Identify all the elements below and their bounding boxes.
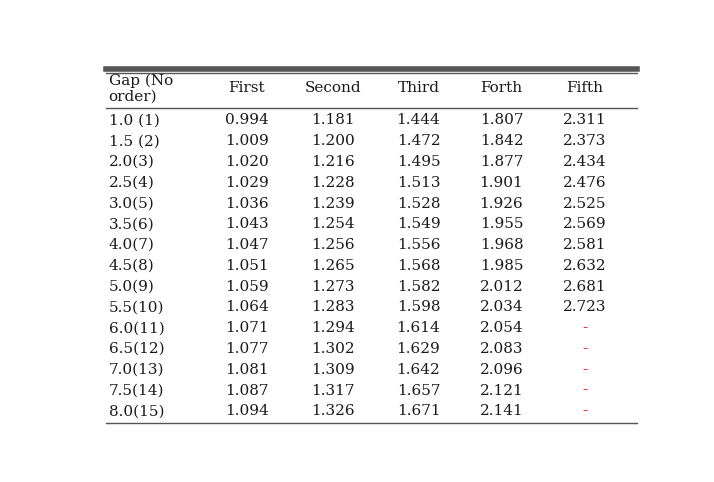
Text: 8.0(15): 8.0(15) [109,404,164,418]
Text: 1.926: 1.926 [480,197,523,211]
Text: 1.256: 1.256 [311,238,355,252]
Text: 1.444: 1.444 [396,113,441,127]
Text: 1.059: 1.059 [225,280,268,294]
Text: -: - [582,404,587,418]
Text: 1.273: 1.273 [311,280,354,294]
Text: 1.071: 1.071 [225,321,268,335]
Text: 1.200: 1.200 [311,134,355,148]
Text: 1.181: 1.181 [311,113,355,127]
Text: 2.373: 2.373 [563,134,606,148]
Text: 2.632: 2.632 [563,259,606,273]
Text: 2.311: 2.311 [563,113,606,127]
Text: 6.5(12): 6.5(12) [109,342,164,356]
Text: 1.968: 1.968 [480,238,523,252]
Text: 2.581: 2.581 [563,238,606,252]
Text: 2.0(3): 2.0(3) [109,155,154,169]
Text: 1.020: 1.020 [225,155,269,169]
Text: Forth: Forth [481,81,523,95]
Text: 4.0(7): 4.0(7) [109,238,154,252]
Text: 1.239: 1.239 [311,197,355,211]
Text: 1.064: 1.064 [225,300,269,314]
Text: Second: Second [304,81,361,95]
Text: 2.434: 2.434 [563,155,606,169]
Text: 1.283: 1.283 [311,300,354,314]
Text: 1.094: 1.094 [225,404,269,418]
Text: 1.294: 1.294 [311,321,355,335]
Text: 1.036: 1.036 [225,197,268,211]
Text: 3.5(6): 3.5(6) [109,217,154,231]
Text: 1.807: 1.807 [480,113,523,127]
Text: 1.629: 1.629 [396,342,441,356]
Text: 1.029: 1.029 [225,176,269,190]
Text: Gap (No
order): Gap (No order) [109,73,173,104]
Text: 1.0 (1): 1.0 (1) [109,113,159,127]
Text: 0.994: 0.994 [225,113,269,127]
Text: 1.614: 1.614 [396,321,441,335]
Text: 1.228: 1.228 [311,176,355,190]
Text: 6.0(11): 6.0(11) [109,321,164,335]
Text: 1.985: 1.985 [480,259,523,273]
Text: 1.671: 1.671 [397,404,441,418]
Text: 1.302: 1.302 [311,342,355,356]
Text: 3.0(5): 3.0(5) [109,197,154,211]
Text: 2.569: 2.569 [563,217,606,231]
Text: 1.317: 1.317 [311,384,354,398]
Text: 1.077: 1.077 [225,342,268,356]
Text: 1.568: 1.568 [397,259,441,273]
Text: 1.657: 1.657 [397,384,441,398]
Text: 1.254: 1.254 [311,217,355,231]
Text: Third: Third [398,81,440,95]
Text: 1.842: 1.842 [480,134,523,148]
Text: 2.681: 2.681 [563,280,606,294]
Text: 1.009: 1.009 [225,134,269,148]
Text: 1.582: 1.582 [397,280,441,294]
Text: 1.087: 1.087 [225,384,268,398]
Text: 2.723: 2.723 [563,300,606,314]
Text: 1.528: 1.528 [397,197,441,211]
Text: 1.5 (2): 1.5 (2) [109,134,159,148]
Text: -: - [582,321,587,335]
Text: 7.0(13): 7.0(13) [109,363,164,377]
Text: 5.5(10): 5.5(10) [109,300,164,314]
Text: 2.096: 2.096 [480,363,523,377]
Text: 2.012: 2.012 [480,280,523,294]
Text: 1.513: 1.513 [397,176,441,190]
Text: 2.5(4): 2.5(4) [109,176,154,190]
Text: 1.495: 1.495 [397,155,441,169]
Text: 2.034: 2.034 [480,300,523,314]
Text: 1.549: 1.549 [397,217,441,231]
Text: 4.5(8): 4.5(8) [109,259,154,273]
Text: 2.083: 2.083 [480,342,523,356]
Text: 1.051: 1.051 [225,259,268,273]
Text: 2.476: 2.476 [563,176,606,190]
Text: 1.081: 1.081 [225,363,268,377]
Text: 1.326: 1.326 [311,404,355,418]
Text: 2.525: 2.525 [563,197,606,211]
Text: 1.901: 1.901 [480,176,523,190]
Text: 2.121: 2.121 [480,384,523,398]
Text: 1.047: 1.047 [225,238,268,252]
Text: 1.216: 1.216 [311,155,355,169]
Text: 1.265: 1.265 [311,259,355,273]
Text: 5.0(9): 5.0(9) [109,280,154,294]
Text: 1.877: 1.877 [480,155,523,169]
Text: -: - [582,384,587,398]
Text: Fifth: Fifth [566,81,603,95]
Text: 2.054: 2.054 [480,321,523,335]
Text: 1.043: 1.043 [225,217,268,231]
Text: First: First [228,81,266,95]
Text: 1.642: 1.642 [396,363,441,377]
Text: 2.141: 2.141 [480,404,523,418]
Text: 1.309: 1.309 [311,363,355,377]
Text: 1.598: 1.598 [397,300,441,314]
Text: 7.5(14): 7.5(14) [109,384,164,398]
Text: 1.556: 1.556 [397,238,441,252]
Text: -: - [582,363,587,377]
Text: -: - [582,342,587,356]
Text: 1.472: 1.472 [397,134,441,148]
Text: 1.955: 1.955 [480,217,523,231]
